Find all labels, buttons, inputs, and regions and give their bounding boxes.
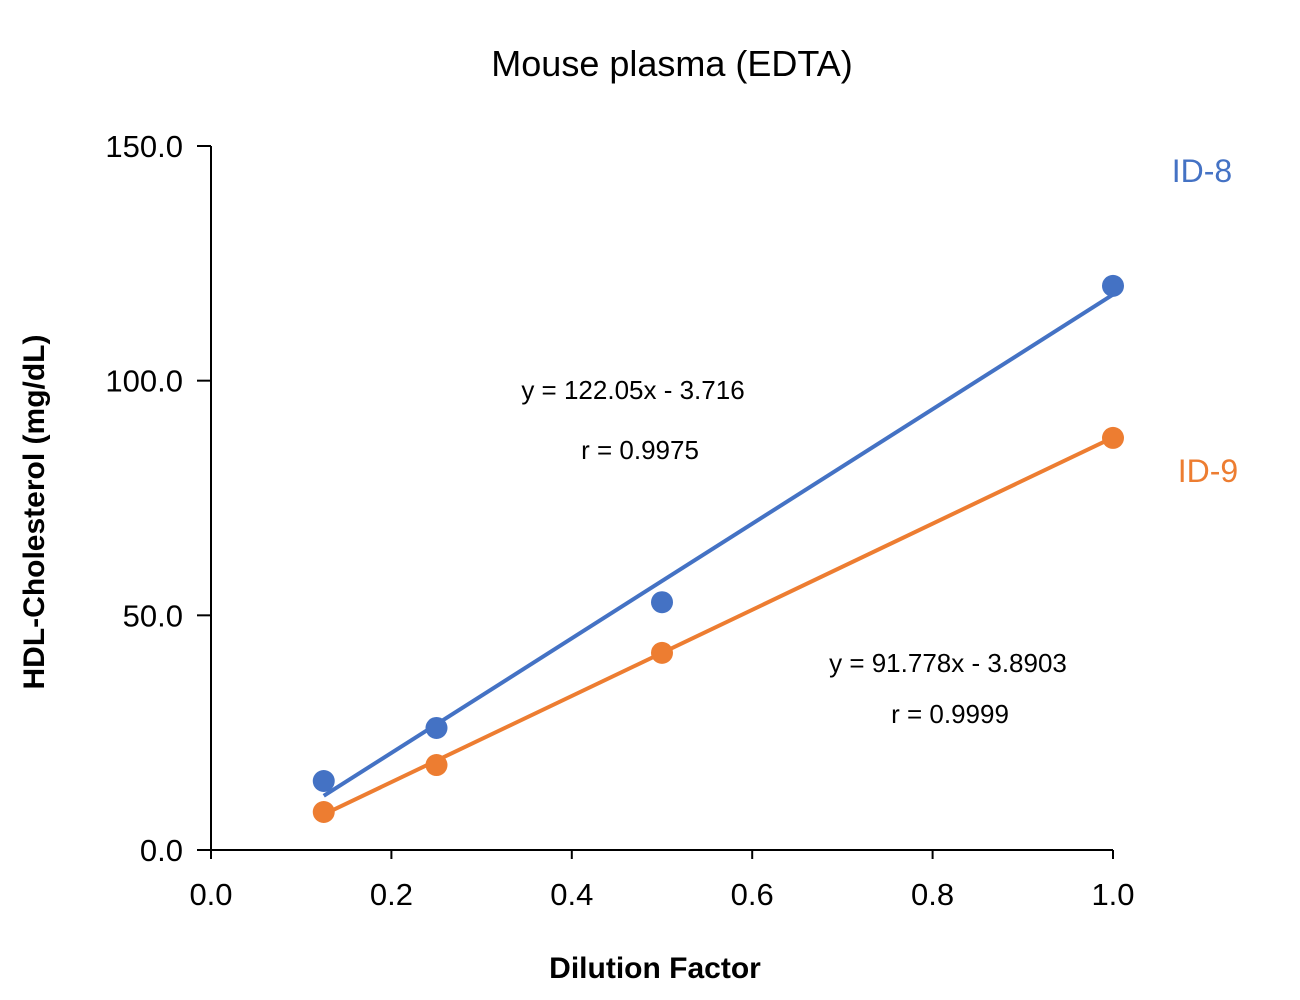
x-tick-label: 0.6 [731,877,774,912]
chart-title: Mouse plasma (EDTA) [491,43,852,84]
trendline-id-8 [322,292,1115,798]
y-axis-label: HDL-Cholesterol (mg/dL) [18,335,51,690]
x-tick-label: 0.2 [370,877,413,912]
trendline-id-9 [322,435,1114,817]
y-tick-label: 50.0 [123,598,183,633]
equation-id9: y = 91.778x - 3.8903 [829,648,1067,678]
y-tick-label: 100.0 [105,364,183,399]
r-value-id8: r = 0.9975 [581,435,699,465]
y-tick-label: 0.0 [140,833,183,868]
data-point-id-8 [425,716,448,739]
data-point-id-8 [312,770,335,793]
data-point-id-9 [312,800,335,823]
data-point-id-9 [651,641,673,664]
data-point-id-8 [651,591,673,614]
data-point-id-8 [1102,274,1124,297]
x-tick-label: 1.0 [1091,877,1134,912]
r-value-id9: r = 0.9999 [891,699,1009,729]
x-tick-label: 0.0 [189,877,232,912]
data-point-id-9 [1102,426,1124,449]
x-tick-label: 0.8 [911,877,954,912]
equation-id8: y = 122.05x - 3.716 [521,375,744,405]
x-axis-label: Dilution Factor [549,952,761,985]
data-point-id-9 [425,754,448,777]
series-label-id9: ID-9 [1178,453,1238,489]
series-label-id8: ID-8 [1172,153,1232,189]
x-tick-label: 0.4 [550,877,593,912]
y-tick-label: 150.0 [105,129,183,164]
